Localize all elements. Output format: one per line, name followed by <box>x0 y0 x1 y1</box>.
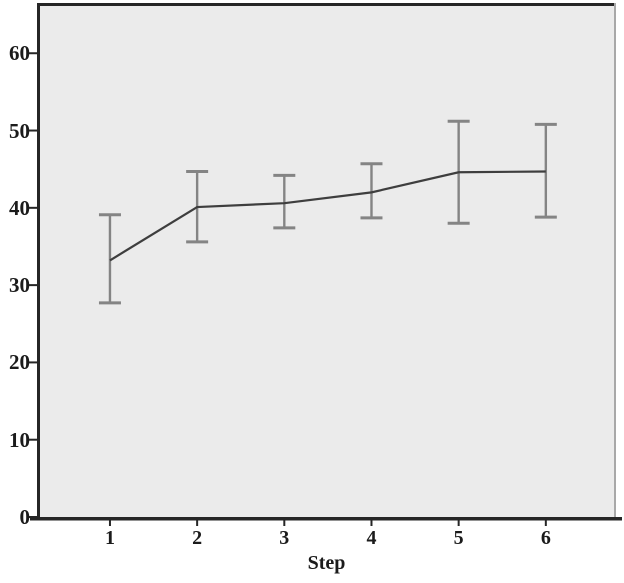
y-tick-label: 60 <box>9 41 30 66</box>
x-axis-title: Step <box>307 552 346 574</box>
data-line <box>109 170 546 262</box>
y-tick-label: 10 <box>9 427 30 452</box>
x-tick-label: 6 <box>540 527 551 549</box>
x-tick-label: 5 <box>453 527 464 549</box>
y-tick-label: 20 <box>9 350 30 375</box>
plot-right-border <box>614 3 616 517</box>
x-tick-label: 2 <box>192 527 203 549</box>
x-tick-label: 3 <box>279 527 290 549</box>
y-tick-label: 40 <box>9 195 30 220</box>
y-tick-label: 50 <box>9 118 30 143</box>
y-tick-label: 30 <box>9 273 30 298</box>
y-tick-label: 0 <box>19 505 31 529</box>
x-axis-line <box>30 517 622 521</box>
x-tick-label: 1 <box>104 527 115 549</box>
plot-background <box>37 3 616 517</box>
x-tick-label: 4 <box>366 527 377 549</box>
plot-top-border <box>37 3 616 6</box>
y-axis-line <box>37 3 40 520</box>
